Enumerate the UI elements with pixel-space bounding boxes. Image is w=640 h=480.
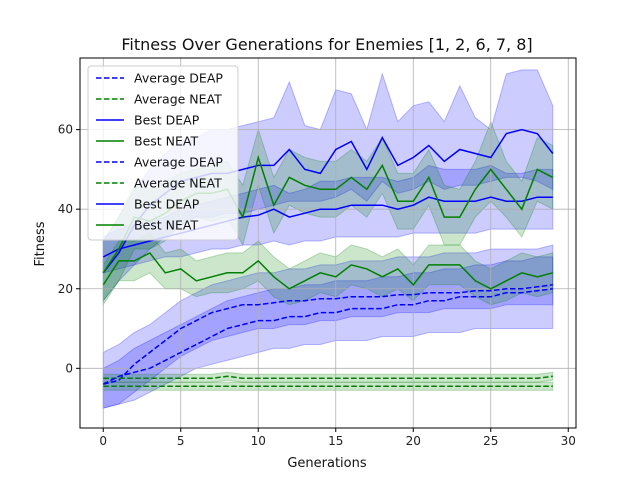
x-tick-label: 25 <box>483 434 498 448</box>
x-tick-label: 0 <box>99 434 107 448</box>
x-axis-label: Generations <box>287 456 367 471</box>
x-tick-label: 20 <box>406 434 421 448</box>
x-axis-ticks: 0 5 10 15 20 25 30 <box>99 428 576 448</box>
plot-frame <box>79 57 577 429</box>
legend-label: Best NEAT <box>134 218 198 233</box>
series-line-0 <box>103 284 553 385</box>
legend-label: Average NEAT <box>134 92 222 107</box>
y-axis-ticks: 0 20 40 60 <box>58 123 80 375</box>
legend-label: Best DEAP <box>134 113 200 128</box>
series-line-1 <box>103 375 553 380</box>
y-tick-label: 20 <box>58 282 73 296</box>
legend-box <box>87 65 239 241</box>
y-axis-label: Fitness <box>33 221 48 266</box>
legend-label: Best NEAT <box>134 134 198 149</box>
y-tick-label: 40 <box>58 202 73 216</box>
x-tick-label: 15 <box>328 434 343 448</box>
legend: Average DEAP Average NEAT Best DEAP Best NE… <box>87 65 239 241</box>
x-tick-label: 30 <box>561 434 576 448</box>
y-tick-label: 60 <box>58 123 73 137</box>
legend-label: Average NEAT <box>134 176 222 191</box>
x-tick-label: 5 <box>177 434 185 448</box>
x-tick-label: 10 <box>251 434 266 448</box>
series-line-3 <box>102 251 553 290</box>
legend-label: Average DEAP <box>134 71 223 86</box>
legend-label: Average DEAP <box>134 155 223 170</box>
series-line-4 <box>102 288 553 385</box>
legend-label: Best DEAP <box>134 197 200 212</box>
y-tick-label: 0 <box>65 361 73 375</box>
chart-title: Fitness Over Generations for Enemies [1,… <box>121 35 532 54</box>
